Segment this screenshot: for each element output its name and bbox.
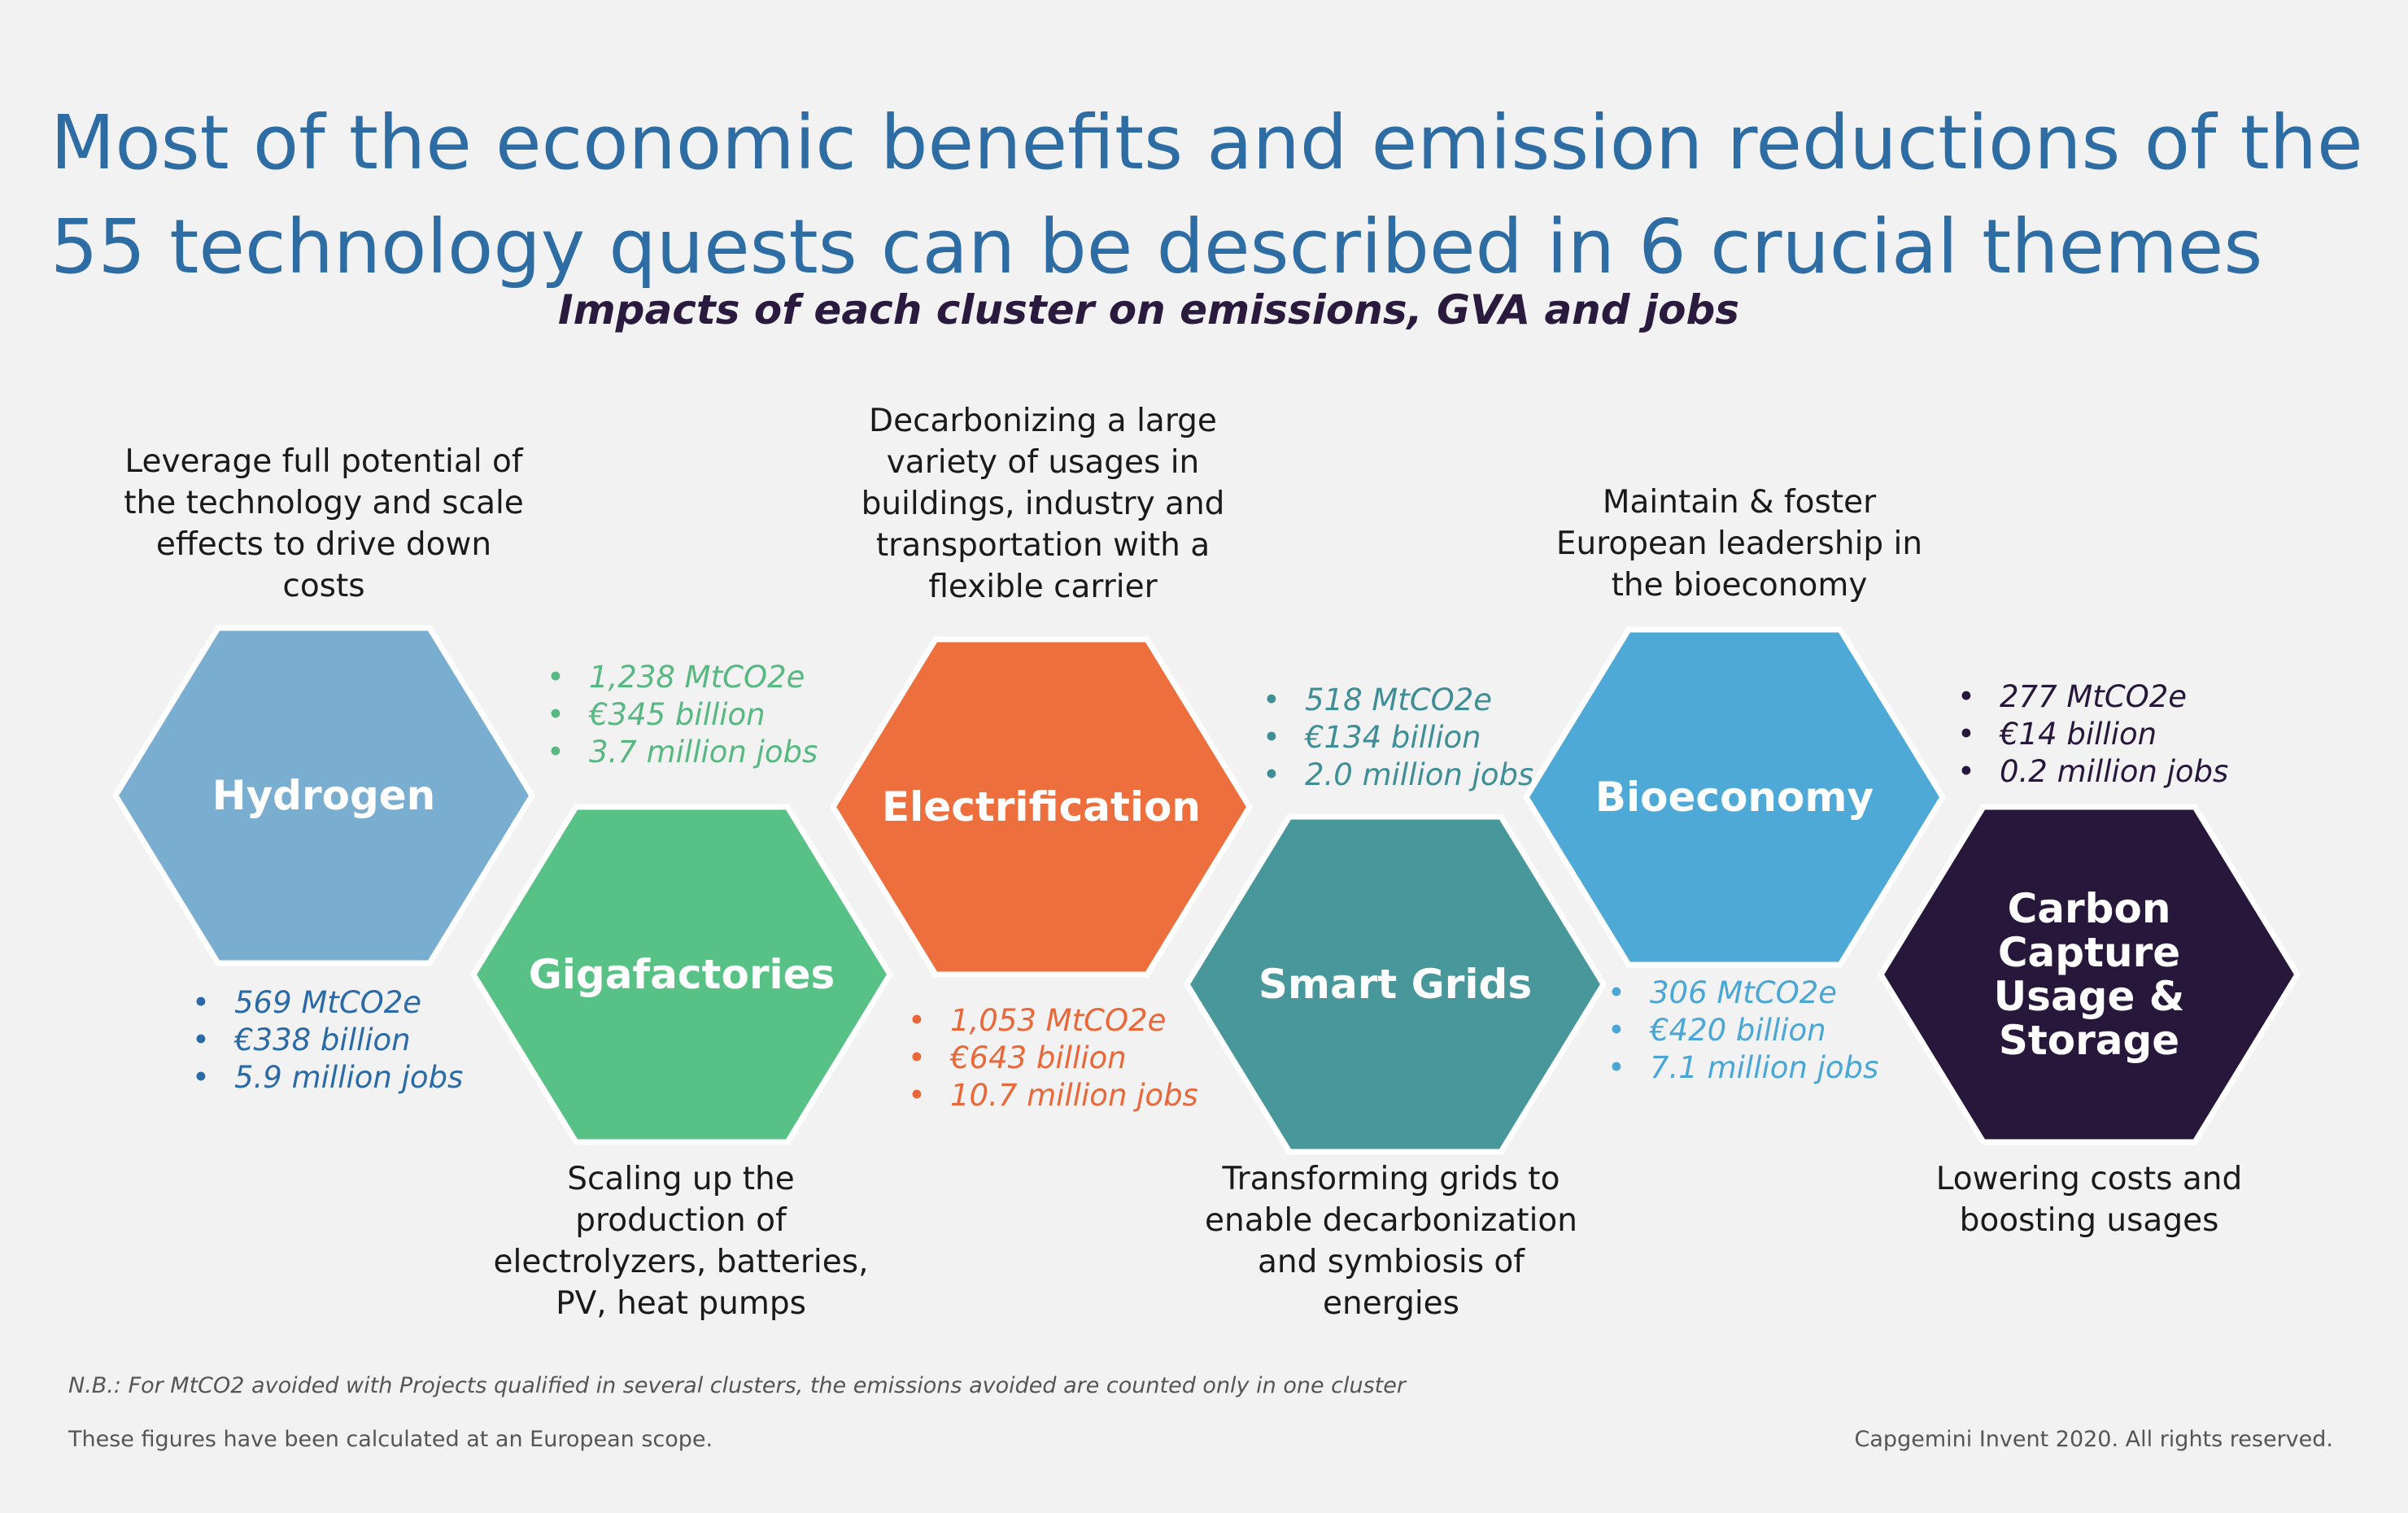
hexagon-label-bioeconomy: Bioeconomy (1594, 774, 1874, 821)
stat-emissions: 277 MtCO2e (1957, 678, 2228, 716)
stat-gva: €345 billion (547, 696, 818, 734)
stat-emissions: 1,053 MtCO2e (908, 1002, 1198, 1040)
stats-carbon-capture: 277 MtCO2e €14 billion 0.2 million jobs (1957, 678, 2228, 791)
stat-gva: €134 billion (1263, 719, 1533, 756)
stat-emissions: 306 MtCO2e (1608, 975, 1878, 1012)
stat-gva: €338 billion (192, 1022, 463, 1059)
hexagon-gigafactories: Gigafactories (469, 804, 894, 1145)
stat-emissions: 569 MtCO2e (192, 984, 463, 1022)
hexagon-bioeconomy: Bioeconomy (1522, 626, 1947, 968)
stat-jobs: 7.1 million jobs (1608, 1049, 1878, 1087)
stat-jobs: 3.7 million jobs (547, 734, 818, 771)
stat-gva: €14 billion (1957, 716, 2228, 753)
description-electrification: Decarbonizing a large variety of usages … (861, 403, 1225, 605)
diagram-subtitle: Impacts of each cluster on emissions, GV… (557, 286, 1740, 334)
description-gigafactories: Scaling up the production of electrolyze… (493, 1161, 869, 1322)
page-title-line-2: 55 technology quests can be described in… (50, 203, 2263, 290)
stats-smart-grids: 518 MtCO2e €134 billion 2.0 million jobs (1263, 682, 1533, 794)
hexagon-label-carbon-capture: Carbon Capture Usage & Storage (1993, 885, 2185, 1064)
stats-bioeconomy: 306 MtCO2e €420 billion 7.1 million jobs (1608, 975, 1878, 1087)
description-bioeconomy: Maintain & foster European leadership in… (1555, 484, 1923, 604)
stat-gva: €420 billion (1608, 1012, 1878, 1049)
stat-jobs: 5.9 million jobs (192, 1059, 463, 1097)
stats-electrification: 1,053 MtCO2e €643 billion 10.7 million j… (908, 1002, 1198, 1114)
hexagon-label-hydrogen: Hydrogen (212, 772, 436, 819)
stat-jobs: 0.2 million jobs (1957, 753, 2228, 791)
hexagon-carbon-capture: Carbon Capture Usage & Storage (1877, 804, 2301, 1145)
page-title-line-1: Most of the economic benefits and emissi… (50, 98, 2363, 186)
stat-emissions: 518 MtCO2e (1263, 682, 1533, 719)
description-smart-grids: Transforming grids to enable decarboniza… (1205, 1161, 1577, 1322)
hexagon-label-smart-grids: Smart Grids (1258, 961, 1533, 1008)
copyright: Capgemini Invent 2020. All rights reserv… (1854, 1427, 2333, 1452)
stat-emissions: 1,238 MtCO2e (547, 659, 818, 696)
description-hydrogen: Leverage full potential of the technolog… (124, 443, 524, 604)
hexagon-smart-grids: Smart Grids (1183, 813, 1608, 1155)
hexagon-label-gigafactories: Gigafactories (528, 951, 835, 998)
footnote: N.B.: For MtCO2 avoided with Projects qu… (68, 1373, 1406, 1398)
scope-note: These figures have been calculated at an… (68, 1427, 713, 1452)
stat-jobs: 10.7 million jobs (908, 1077, 1198, 1114)
stats-hydrogen: 569 MtCO2e €338 billion 5.9 million jobs (192, 984, 463, 1097)
stat-jobs: 2.0 million jobs (1263, 756, 1533, 794)
hexagon-electrification: Electrification (829, 636, 1254, 978)
stat-gva: €643 billion (908, 1040, 1198, 1077)
stats-gigafactories: 1,238 MtCO2e €345 billion 3.7 million jo… (547, 659, 818, 771)
page-title: Most of the economic benefits and emissi… (50, 91, 2369, 299)
hexagon-hydrogen: Hydrogen (111, 625, 536, 966)
description-carbon-capture: Lowering costs and boosting usages (1935, 1161, 2243, 1239)
hexagon-label-electrification: Electrification (882, 783, 1201, 831)
